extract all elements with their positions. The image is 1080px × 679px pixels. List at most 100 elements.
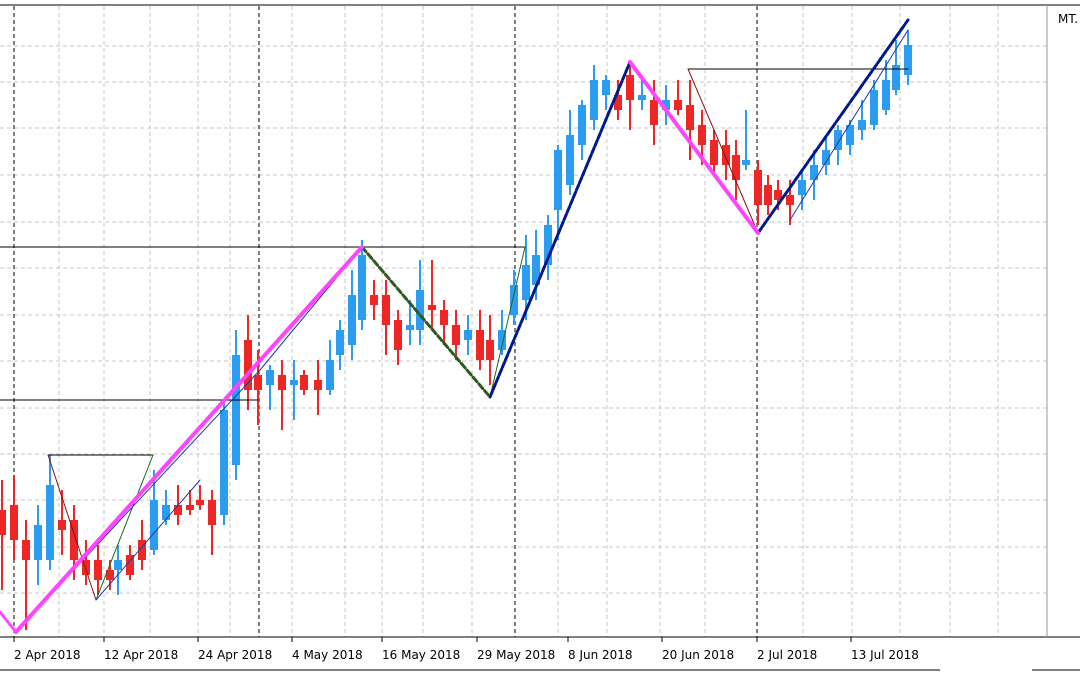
candle-body-9 <box>106 570 114 580</box>
time-axis: 2 Apr 2018 12 Apr 2018 24 Apr 2018 4 May 20… <box>13 637 919 662</box>
candle-body-32 <box>370 295 378 305</box>
candle-body-53 <box>614 95 622 110</box>
candle-body-50 <box>578 105 586 145</box>
candle-body-16 <box>186 505 194 510</box>
candle-body-61 <box>710 140 718 165</box>
candle-body-54 <box>626 75 634 100</box>
candle-body-28 <box>326 360 334 390</box>
candle-body-34 <box>394 320 402 350</box>
candle-body-37 <box>428 305 436 310</box>
candle-body-14 <box>162 505 170 520</box>
candle-body-47 <box>544 225 552 265</box>
candle-body-48 <box>554 150 562 210</box>
candle-body-77 <box>892 65 900 90</box>
overlay-line-17 <box>0 610 18 634</box>
x-tick-label-7: 20 Jun 2018 <box>662 648 734 662</box>
zigzag-lines <box>0 18 910 634</box>
candle-body-57 <box>662 100 670 110</box>
candle-body-74 <box>858 120 866 130</box>
overlay-line-12 <box>488 60 632 399</box>
candle-body-21 <box>244 340 252 390</box>
overlay-line-6 <box>489 246 526 398</box>
x-tick-label-3: 4 May 2018 <box>292 648 363 662</box>
candle-body-1 <box>10 505 18 540</box>
candle-body-10 <box>114 560 122 570</box>
candle-body-67 <box>774 190 782 200</box>
candle-body-31 <box>358 255 366 320</box>
candle-body-22 <box>254 375 262 390</box>
candle-body-33 <box>382 295 390 325</box>
candle-body-55 <box>638 95 646 100</box>
candle-body-70 <box>810 165 818 180</box>
candle-body-25 <box>290 380 298 385</box>
candle-body-5 <box>58 520 66 530</box>
x-tick-label-9: 13 Jul 2018 <box>851 648 919 662</box>
candle-body-35 <box>406 325 414 330</box>
candle-body-26 <box>300 375 308 390</box>
chart-frame <box>0 4 1080 671</box>
candle-body-63 <box>732 155 740 180</box>
candle-body-62 <box>722 145 730 165</box>
candle-body-39 <box>452 325 460 345</box>
x-tick-label-5: 29 May 2018 <box>477 648 555 662</box>
candle-body-11 <box>126 555 134 575</box>
candle-body-6 <box>70 520 78 560</box>
candle-body-7 <box>82 560 90 575</box>
candle-body-8 <box>94 560 102 580</box>
candle-body-45 <box>522 265 530 300</box>
candle-body-71 <box>822 150 830 165</box>
overlay-line-7 <box>687 68 759 234</box>
overlay-line-10 <box>95 479 201 601</box>
candle-body-42 <box>486 340 494 360</box>
candle-body-56 <box>650 100 658 125</box>
candle-body-40 <box>464 330 472 340</box>
candle-body-29 <box>336 330 344 355</box>
candle-body-72 <box>834 130 842 150</box>
candle-body-38 <box>440 310 448 325</box>
candle-body-78 <box>904 45 912 75</box>
overlay-line-13 <box>756 18 910 235</box>
candle-body-15 <box>174 505 182 515</box>
candle-body-58 <box>674 100 682 110</box>
candle-body-43 <box>498 330 506 350</box>
candle-body-27 <box>314 380 322 390</box>
candle-body-68 <box>786 195 794 205</box>
candle-body-69 <box>798 180 806 195</box>
x-tick-label-8: 2 Jul 2018 <box>757 648 817 662</box>
candle-body-59 <box>686 105 694 130</box>
overlay-line-16 <box>628 60 760 235</box>
candle-body-18 <box>208 500 216 525</box>
candle-body-65 <box>754 170 762 205</box>
candle-body-20 <box>232 355 240 465</box>
x-tick-label-1: 12 Apr 2018 <box>104 648 178 662</box>
candle-body-0 <box>0 510 6 535</box>
candle-body-41 <box>476 330 484 360</box>
candle-body-13 <box>150 500 158 550</box>
candle-body-24 <box>278 375 286 390</box>
x-tick-label-2: 24 Apr 2018 <box>198 648 272 662</box>
candle-body-76 <box>882 80 890 110</box>
candle-body-51 <box>590 80 598 120</box>
candle-body-30 <box>348 295 356 345</box>
x-tick-label-0: 2 Apr 2018 <box>14 648 81 662</box>
x-tick-label-6: 8 Jun 2018 <box>568 648 633 662</box>
candle-body-44 <box>510 285 518 315</box>
x-tick-label-4: 16 May 2018 <box>382 648 460 662</box>
candle-body-49 <box>566 135 574 185</box>
corner-label: MT. <box>1058 12 1079 26</box>
candles <box>0 30 912 630</box>
grid-layer <box>0 6 1047 637</box>
overlay-line-11 <box>789 29 909 221</box>
candle-body-73 <box>846 125 854 145</box>
overlay-line-4 <box>47 454 97 601</box>
candle-body-12 <box>138 540 146 560</box>
candle-body-4 <box>46 485 54 560</box>
candle-body-17 <box>196 500 204 505</box>
candle-body-2 <box>22 540 30 560</box>
candle-body-64 <box>742 160 750 165</box>
overlay-line-14 <box>360 245 492 399</box>
candle-body-3 <box>34 525 42 560</box>
